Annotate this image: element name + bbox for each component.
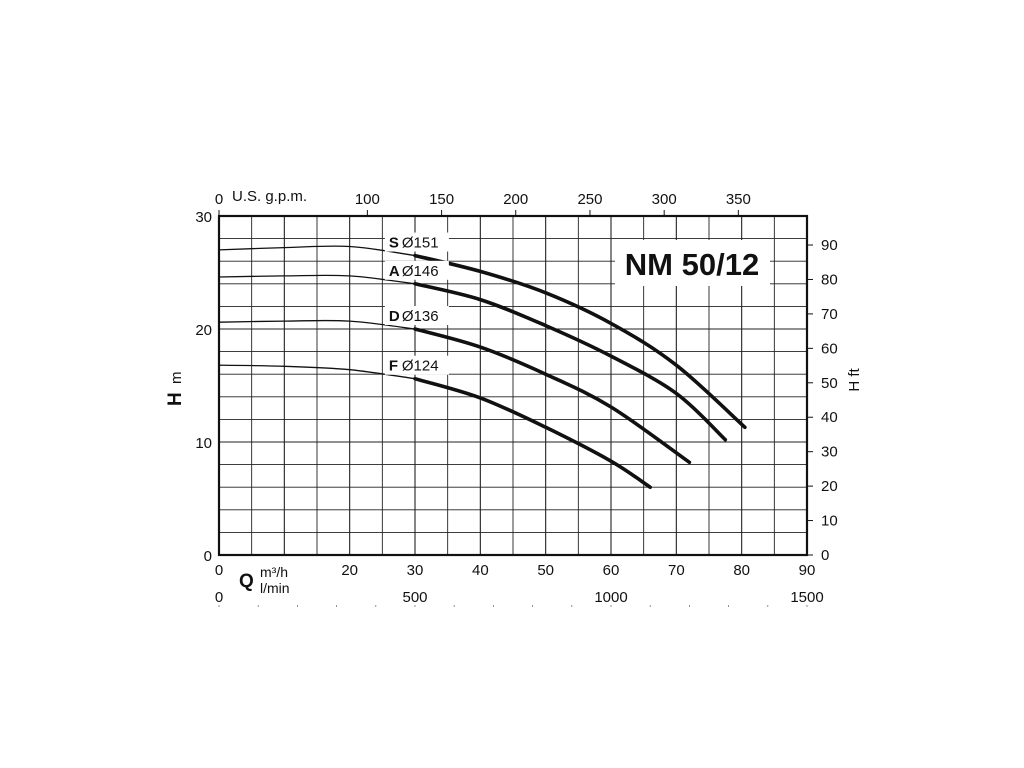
curve-d-thin [218, 319, 416, 330]
series-label-bg [384, 355, 449, 375]
y-tick-label: 20 [195, 322, 212, 339]
series-label-bg [384, 260, 449, 280]
y-tick-labels: 0 10 20 30 [195, 209, 212, 565]
y-axis-label-unit: m [168, 372, 185, 385]
series-label-diameter: Ø136 [402, 308, 439, 325]
x-tick-label: 90 [799, 562, 816, 579]
y-axis-label-main: H [165, 392, 186, 406]
lmin-tick-label: 1500 [790, 589, 823, 606]
series-label-name: D [389, 308, 400, 325]
top-tick-label: 150 [429, 191, 454, 208]
curve-a-thin [218, 274, 416, 285]
top-tick-label: 250 [577, 191, 602, 208]
x-axis-unit-m3h: m³/h [260, 564, 288, 580]
series-label-diameter: Ø151 [402, 235, 439, 252]
top-axis-label: U.S. g.p.m. [232, 188, 307, 205]
title-box [615, 240, 770, 286]
lmin-tick-label: 1000 [594, 589, 627, 606]
right-tick-label: 0 [821, 547, 829, 564]
q-label-bg [236, 562, 302, 600]
top-tick-labels: 0 100 150 200 250 300 350 [215, 191, 751, 216]
lmin-tick-label: 0 [215, 589, 223, 606]
series-label-bg [384, 232, 449, 252]
y-tick-label: 0 [204, 548, 212, 565]
y-tick-label: 30 [195, 209, 212, 226]
top-tick-label: 350 [726, 191, 751, 208]
series-label-name: F [389, 358, 398, 375]
series-label-diameter: Ø146 [402, 263, 439, 280]
series-label-diameter: Ø124 [402, 358, 439, 375]
series-label-name: A [389, 263, 400, 280]
x-axis-label-main: Q [239, 571, 254, 592]
x-tick-label: 30 [407, 562, 424, 579]
curve-s-thick [413, 253, 747, 430]
chart-title: NM 50/12 [625, 247, 759, 282]
right-tick-label: 70 [821, 306, 838, 323]
top-axis-label-bg [226, 185, 326, 205]
x-tick-label: 60 [603, 562, 620, 579]
right-tick-label: 80 [821, 271, 838, 288]
series-label-bg [384, 306, 449, 325]
curve-a-thick [413, 282, 728, 442]
curve-f-thick [413, 376, 652, 489]
curve-d-thick [413, 327, 692, 465]
x-tick-label: 80 [733, 562, 750, 579]
grid-minor [219, 216, 807, 555]
right-tick-label: 10 [821, 513, 838, 530]
right-tick-label: 20 [821, 478, 838, 495]
right-tick-label: 90 [821, 237, 838, 254]
top-tick-label: 200 [503, 191, 528, 208]
right-tick-label: 50 [821, 375, 838, 392]
top-tick-label: 0 [215, 191, 223, 208]
x-tick-label: 0 [215, 562, 223, 579]
x-tick-label: 50 [537, 562, 554, 579]
series-label-name: S [389, 235, 399, 252]
lmin-tick-label: 500 [402, 589, 427, 606]
x-tick-label: 20 [341, 562, 358, 579]
x-tick-label: 40 [472, 562, 489, 579]
top-tick-label: 100 [355, 191, 380, 208]
x-axis-unit-lmin: l/min [260, 580, 290, 596]
right-tick-labels: 0 10 20 30 40 50 60 70 80 90 [807, 237, 838, 564]
right-tick-label: 60 [821, 340, 838, 357]
top-tick-label: 300 [652, 191, 677, 208]
y-tick-label: 10 [195, 435, 212, 452]
right-tick-label: 40 [821, 409, 838, 426]
lmin-tick-labels: 0 500 1000 1500 [215, 589, 824, 607]
right-axis-label: H ft [846, 368, 863, 392]
plot-frame [217, 214, 809, 557]
right-tick-label: 30 [821, 444, 838, 461]
x-tick-label: 70 [668, 562, 685, 579]
